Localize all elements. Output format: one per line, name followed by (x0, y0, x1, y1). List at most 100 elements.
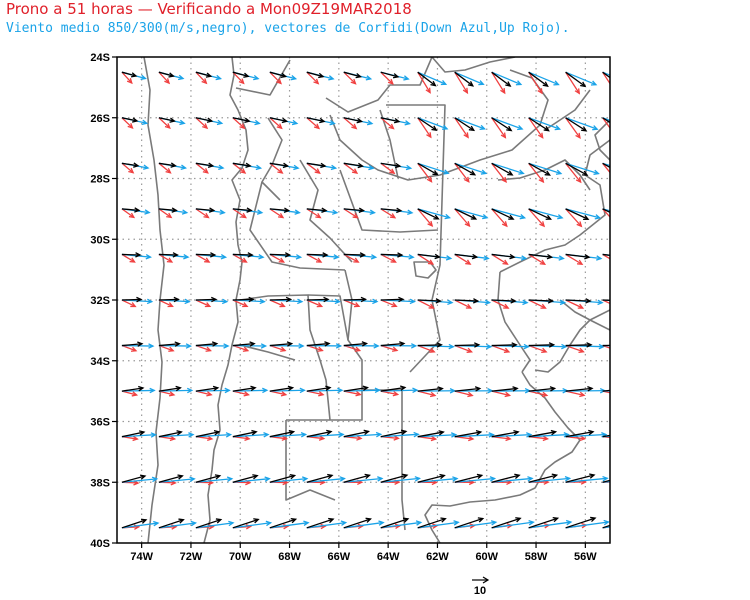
mean-wind-vector (565, 71, 587, 88)
mean-wind-vector (121, 162, 140, 168)
mean-wind-vector (121, 385, 145, 392)
mean-wind-vector (195, 252, 217, 258)
mean-wind-vector (380, 385, 407, 392)
mean-wind-vector (343, 385, 370, 392)
corfidi-up-vector (602, 162, 610, 174)
mean-wind-vector (528, 386, 557, 392)
mean-wind-vector (269, 296, 293, 303)
mean-wind-vector (491, 386, 519, 392)
corfidi-down-vector (454, 162, 488, 175)
mean-wind-vector (602, 434, 610, 438)
mean-wind-vector (380, 162, 402, 169)
corfidi-up-vector (528, 162, 545, 184)
y-tick-label: 28S (90, 174, 110, 186)
mean-wind-vector (343, 71, 362, 79)
corfidi-down-vector (454, 208, 489, 220)
province-line-neuquen (285, 420, 336, 501)
mean-wind-vector (417, 473, 446, 483)
mean-wind-vector (454, 473, 484, 483)
mean-wind-vector (602, 344, 610, 347)
corfidi-up-vector (380, 344, 399, 352)
corfidi-up-vector (232, 299, 249, 308)
mean-wind-vector (195, 71, 213, 78)
x-tick-label: 58W (525, 551, 548, 563)
mean-wind-vector (306, 429, 333, 438)
x-tick-label: 70W (229, 551, 252, 563)
province-line-cordoba-north (249, 181, 346, 271)
corfidi-down-vector (195, 476, 234, 483)
x-tick-label: 68W (278, 551, 301, 563)
corfidi-up-vector (269, 71, 282, 85)
corfidi-up-vector (121, 344, 138, 352)
mean-wind-vector (158, 474, 184, 483)
corfidi-down-vector (417, 432, 458, 438)
mean-wind-vector (417, 162, 439, 176)
corfidi-up-vector (454, 299, 473, 309)
mean-wind-vector (565, 117, 588, 132)
mean-wind-vector (158, 341, 181, 347)
corfidi-down-vector (343, 387, 381, 394)
province-line-chaco-formosa (339, 169, 439, 233)
x-tick-label: 62W (426, 551, 449, 563)
mean-wind-vector (491, 342, 518, 348)
corfidi-up-vector (158, 390, 176, 397)
mean-wind-vector (380, 517, 410, 529)
mean-wind-vector (565, 298, 592, 304)
corfidi-up-vector (602, 208, 610, 218)
corfidi-up-vector (158, 253, 174, 263)
x-tick-label: 64W (377, 551, 400, 563)
mean-wind-vector (454, 298, 480, 304)
corfidi-down-vector (491, 71, 523, 86)
mean-wind-vector (454, 386, 482, 392)
mean-wind-vector (232, 429, 258, 438)
corfidi-up-vector (306, 117, 321, 130)
corfidi-up-vector (306, 299, 324, 308)
corfidi-up-vector (306, 253, 323, 263)
mean-wind-vector (306, 517, 335, 529)
mean-wind-vector (343, 117, 364, 124)
corfidi-up-vector (158, 162, 172, 174)
corfidi-up-vector (232, 162, 247, 174)
corfidi-up-vector (269, 162, 284, 174)
mean-wind-vector (565, 253, 591, 260)
corfidi-up-vector (565, 117, 581, 140)
corfidi-up-vector (380, 71, 394, 85)
chile-argentina-border (203, 57, 249, 543)
x-tick-label: 56W (574, 551, 597, 563)
corfidi-down-vector (269, 431, 308, 438)
mean-wind-vector (602, 299, 610, 301)
brazil-uruguay-border (559, 299, 610, 331)
mean-wind-vector (269, 162, 290, 169)
corfidi-up-vector (491, 299, 510, 309)
corfidi-up-vector (417, 117, 432, 139)
mean-wind-vector (602, 389, 610, 392)
corfidi-down-vector (380, 520, 423, 529)
corfidi-up-vector (380, 208, 397, 219)
x-tick-label: 60W (475, 551, 498, 563)
corfidi-up-vector (528, 299, 547, 309)
corfidi-up-vector (158, 299, 174, 308)
corfidi-down-vector (454, 71, 485, 86)
corfidi-down-vector (565, 71, 598, 86)
mean-wind-vector (158, 252, 179, 258)
corfidi-down-vector (528, 476, 572, 483)
corfidi-down-vector (491, 117, 524, 131)
corfidi-up-vector (454, 253, 472, 265)
mean-wind-vector (343, 429, 371, 438)
corfidi-up-vector (343, 71, 357, 85)
corfidi-down-vector (528, 432, 570, 438)
corfidi-up-vector (195, 71, 208, 85)
corfidi-up-vector (158, 117, 171, 130)
y-tick-label: 36S (90, 417, 110, 429)
mean-wind-vector (528, 342, 556, 348)
corfidi-up-vector (121, 117, 134, 129)
map-subtitle: Viento medio 850/300(m/s,negro), vectore… (6, 21, 570, 36)
corfidi-down-vector (195, 432, 233, 438)
corfidi-down-vector (195, 387, 231, 394)
corfidi-down-vector (528, 71, 560, 86)
corfidi-down-vector (417, 162, 450, 175)
corfidi-up-vector (565, 162, 582, 184)
mean-wind-vector (269, 429, 296, 438)
mean-wind-vector (306, 473, 334, 483)
